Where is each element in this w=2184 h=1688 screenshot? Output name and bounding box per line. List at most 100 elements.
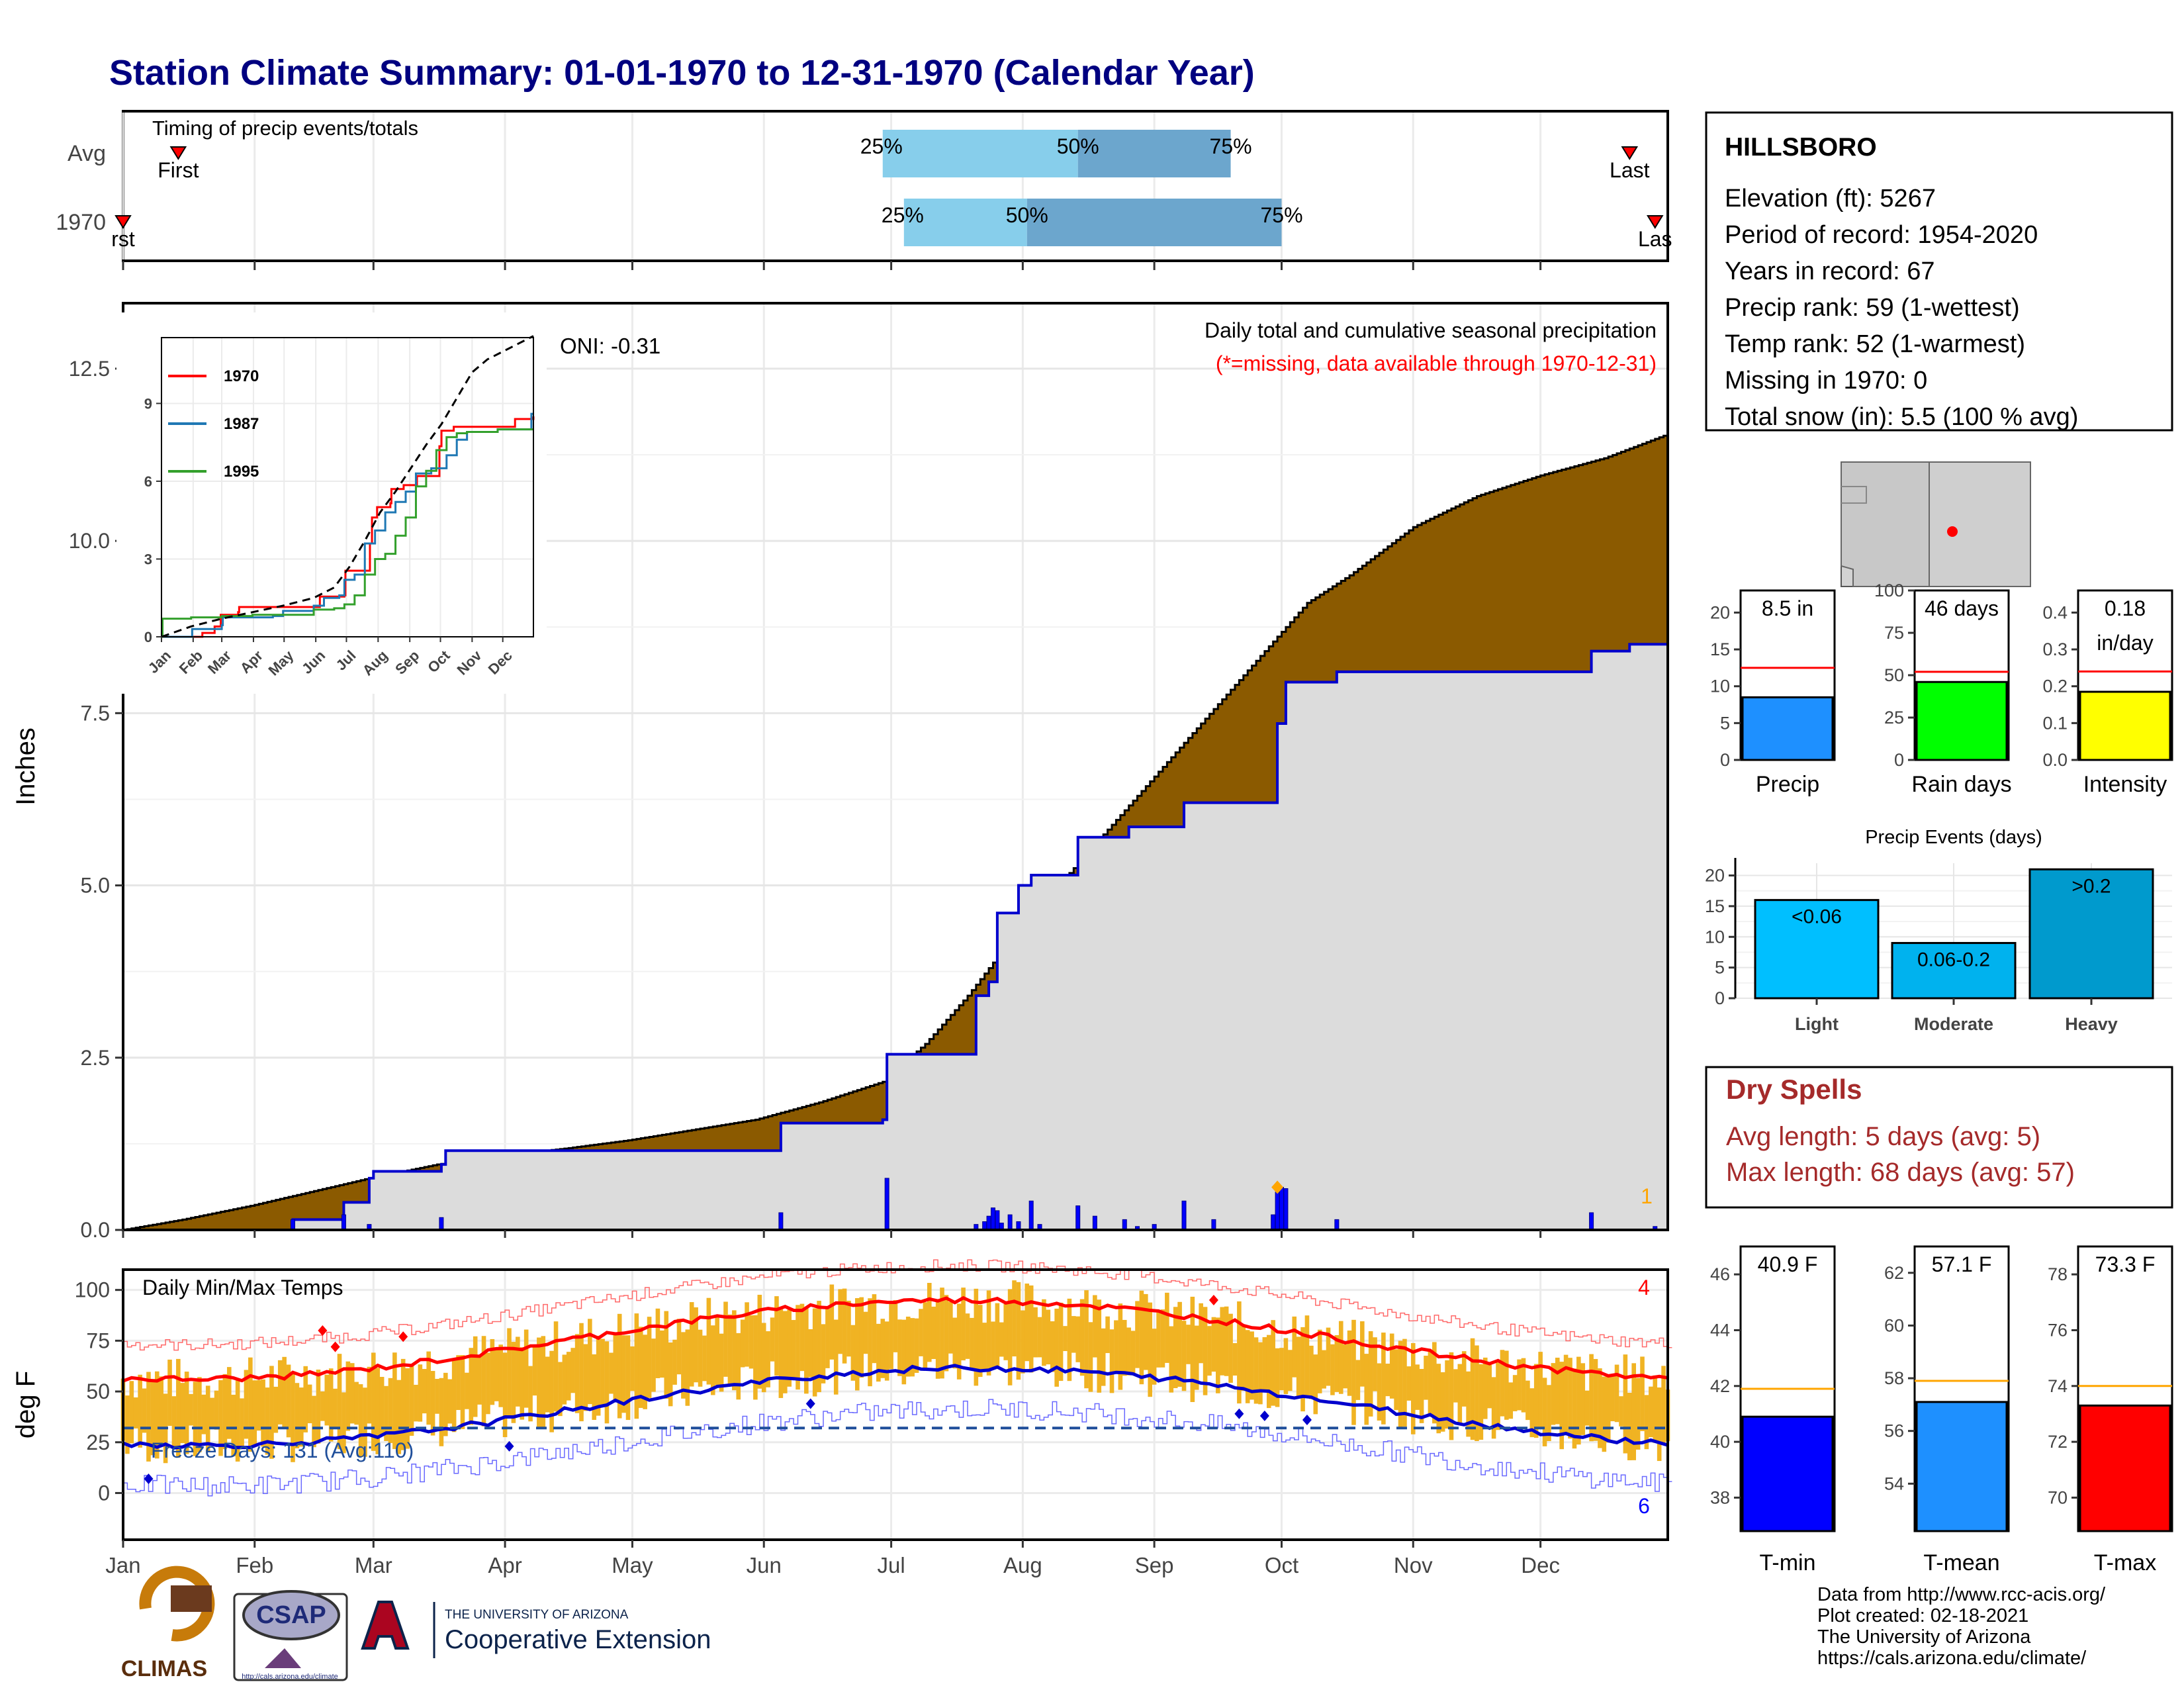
daily-temp-bar [481, 1336, 486, 1427]
tbar-1-bar [1915, 1401, 2008, 1532]
timing-year-last-marker [1646, 215, 1664, 229]
daily-temp-bar [1007, 1289, 1013, 1385]
daily-temp-bar [706, 1297, 711, 1385]
daily-temp-bar [1653, 1375, 1658, 1443]
events-bar-label: >0.2 [2071, 875, 2111, 897]
daily-temp-bar [1610, 1376, 1615, 1422]
daily-temp-bar [129, 1381, 134, 1444]
daily-temp-bar [494, 1349, 499, 1401]
daily-temp-bar [1487, 1364, 1492, 1409]
station-box: HILLSBORO Elevation (ft): 5267 Period of … [1705, 111, 2173, 432]
daily-temp-bar [956, 1303, 962, 1380]
map-arizona [1841, 461, 1930, 587]
daily-temp-bar [1152, 1329, 1157, 1385]
daily-temp-bar [600, 1338, 605, 1405]
daily-temp-bar [1135, 1301, 1140, 1368]
daily-temp-bar [324, 1374, 330, 1426]
daily-temp-bar [1504, 1350, 1509, 1420]
csap-url: http://cals.arizona.edu/climate [242, 1673, 338, 1681]
daily-temp-bar [1521, 1358, 1526, 1413]
daily-temp-bar [358, 1384, 363, 1457]
month-axis: Jan Feb Mar Apr May Jun Jul Aug Sep Oct Nov Dec [105, 1540, 1560, 1577]
daily-temp-bar [715, 1315, 719, 1385]
daily-precip-bar [1122, 1219, 1127, 1231]
summary-0-tick-label: 15 [1710, 639, 1730, 659]
inset-y-tick-label: 0 [144, 629, 152, 645]
year-cumulative-area [123, 644, 1668, 1230]
daily-temp-bar [689, 1302, 694, 1387]
daily-temp-bar [791, 1320, 796, 1378]
daily-temp-bar [613, 1334, 618, 1401]
daily-temp-bar [176, 1358, 181, 1458]
daily-temp-bar [974, 1288, 979, 1386]
daily-temp-bar [388, 1378, 393, 1443]
daily-temp-bar [523, 1329, 529, 1408]
dry-spells-frame [1705, 1066, 2173, 1209]
daily-temp-bar [1496, 1362, 1500, 1430]
inset-y-tick-label: 3 [144, 551, 152, 567]
precip-y-label: Inches [11, 727, 40, 806]
record-high-marker [1208, 1295, 1218, 1306]
temp-y-axis: 0 25 50 75 100 [75, 1278, 123, 1505]
daily-temp-bar [1317, 1329, 1322, 1393]
daily-temp-bar [1054, 1308, 1059, 1387]
daily-temp-bar [256, 1380, 261, 1431]
daily-precip-bar [290, 1219, 295, 1231]
daily-temp-bar [999, 1322, 1004, 1357]
summary-0-tick-label: 0 [1720, 750, 1730, 770]
timing-bar-year-q2 [1026, 199, 1282, 246]
inset-y-tick-label: 9 [144, 395, 152, 412]
daily-temp-bar [1144, 1293, 1148, 1370]
daily-temp-bar [502, 1352, 508, 1438]
tbar-1-tick-label: 62 [1884, 1263, 1904, 1283]
daily-temp-bar [1406, 1366, 1412, 1401]
daily-temp-bar [456, 1355, 461, 1411]
daily-temp-bar [1657, 1387, 1662, 1462]
temp-panel-title: Daily Min/Max Temps [142, 1276, 343, 1299]
inset-series-1987 [161, 412, 533, 638]
daily-temp-bar [1457, 1364, 1463, 1425]
month-label: Dec [1521, 1553, 1560, 1577]
daily-temp-bar [901, 1319, 907, 1385]
daily-temp-bar [1385, 1364, 1390, 1397]
summary-1-tick-label: 50 [1884, 665, 1904, 685]
daily-precip-bar [986, 1215, 991, 1231]
temp-y-tick-label: 0 [98, 1481, 110, 1505]
record-low-marker [1259, 1410, 1269, 1421]
events-category-label: Light [1795, 1014, 1839, 1034]
year-cumulative-line [123, 643, 1668, 1231]
temp-panel: 0 25 50 75 100 deg F Daily Min/Max Temps Fre… [11, 1259, 1672, 1577]
precip-y-axis: 0.0 2.5 5.0 7.5 10.0 12.5 [69, 357, 1542, 1242]
daily-temp-bar [1500, 1350, 1505, 1417]
daily-precip-bar [1275, 1192, 1280, 1231]
daily-temp-bar [1436, 1364, 1441, 1434]
precip-events-chart: Precip Events (days) <0.06 Light 0.06-0.2 Mo… [1705, 827, 2172, 1034]
daily-temp-bar [1207, 1326, 1212, 1376]
tbar-2-tick-label: 72 [2048, 1432, 2068, 1452]
cloud-icon [242, 1590, 340, 1640]
record-precip-marker [1271, 1180, 1284, 1194]
daily-temp-bar [596, 1335, 601, 1416]
daily-temp-bar [507, 1328, 512, 1417]
tbar-0-bar [1741, 1415, 1834, 1532]
daily-temp-bar [910, 1318, 915, 1377]
timing-avg-first-label: First [158, 158, 199, 182]
daily-temp-bar [545, 1356, 550, 1413]
daily-temp-bar [1623, 1354, 1628, 1454]
daily-temp-bar [965, 1313, 970, 1359]
daily-temp-bar [549, 1350, 554, 1432]
summary-0-label: Precip [1756, 772, 1819, 797]
daily-temp-bar [379, 1376, 385, 1436]
daily-temp-bar [201, 1394, 206, 1434]
precip-y-tick-label: 10.0 [69, 529, 110, 553]
daily-temp-bar [812, 1308, 817, 1397]
daily-temp-bar [320, 1391, 325, 1421]
daily-temp-bar [1271, 1320, 1275, 1406]
daily-temp-bar [1606, 1375, 1611, 1443]
inset-frame [161, 337, 534, 637]
temp-y-tick-label: 100 [75, 1278, 110, 1302]
daily-temp-bar [634, 1313, 639, 1419]
precip-y-tick-label: 0.0 [81, 1218, 110, 1242]
daily-temp-bar [312, 1395, 316, 1448]
precip-y-tick-label: 7.5 [81, 701, 110, 725]
